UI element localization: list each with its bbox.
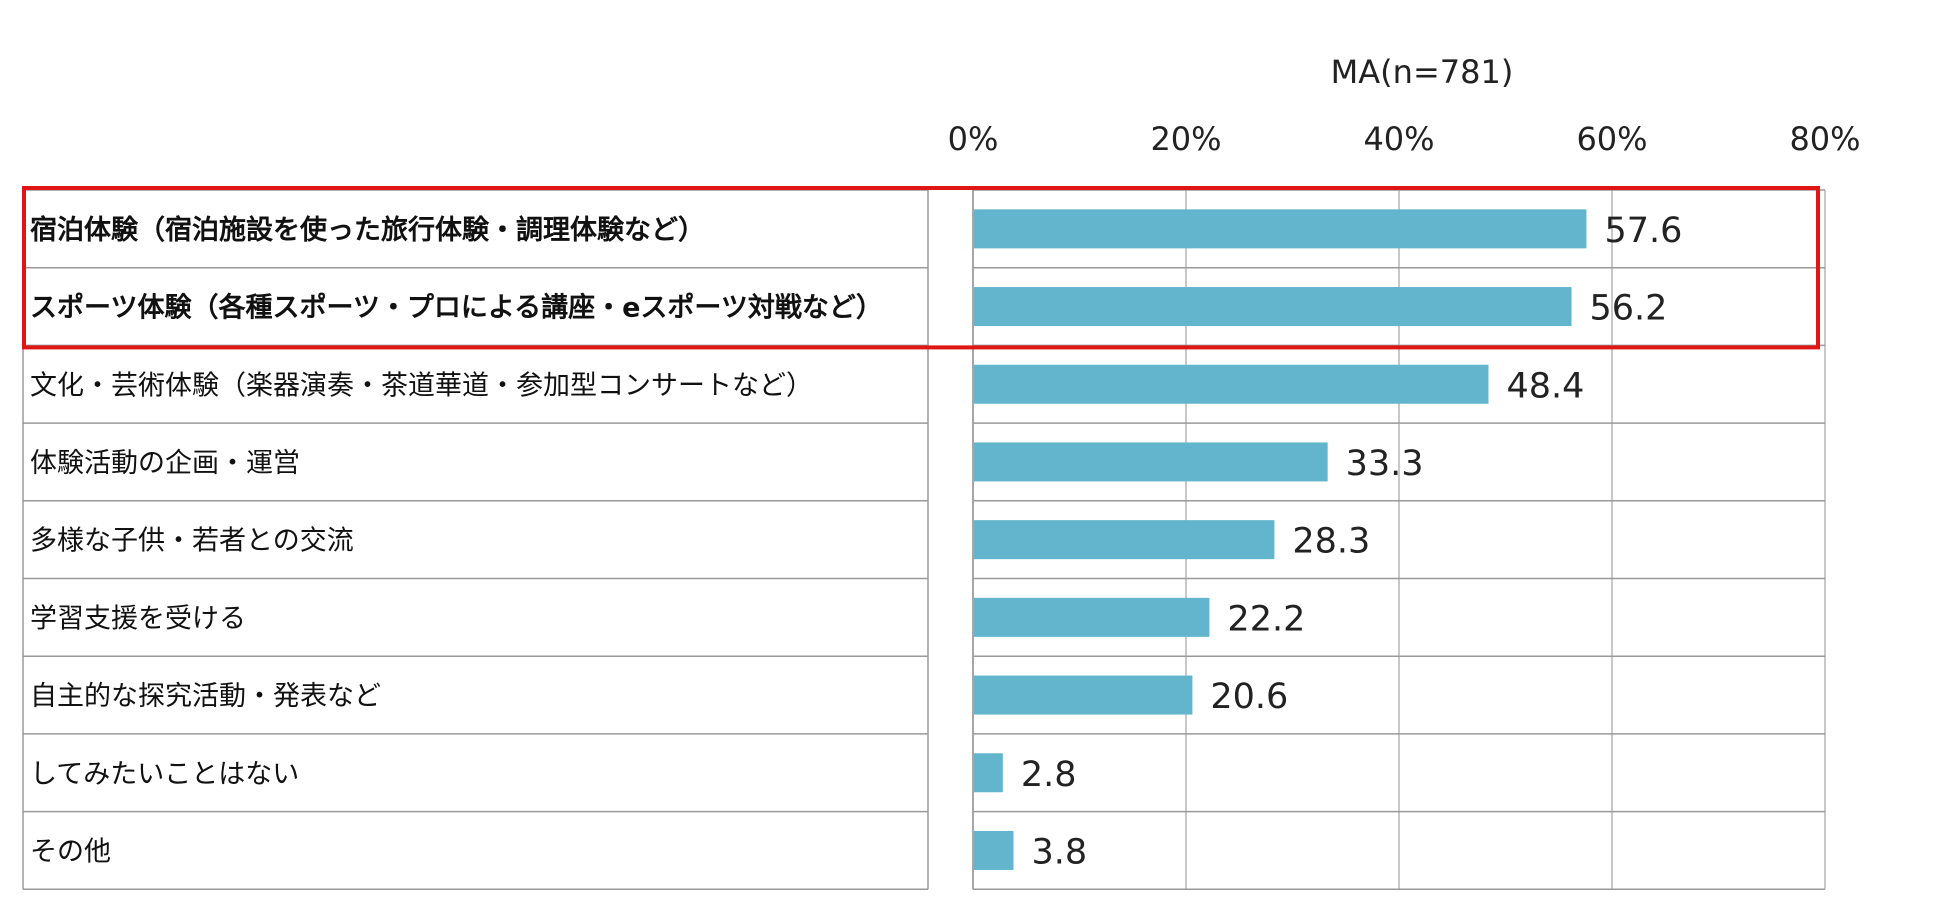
category-rows: 宿泊体験（宿泊施設を使った旅行体験・調理体験など） スポーツ体験（各種スポーツ・プ… [22,189,1825,891]
sample-note: MA(n=781) [1331,53,1514,91]
bars [974,209,1587,870]
value-label: 20.6 [1210,677,1288,717]
category-label: 文化・芸術体験（楽器演奏・茶道華道・参加型コンサートなど） [30,370,813,401]
x-tick-label: 20% [1150,120,1221,158]
x-tick-label: 60% [1576,120,1647,158]
bar [974,364,1489,404]
x-tick-label: 0% [948,120,999,158]
category-label: してみたいことはない [30,759,299,790]
category-label: 自主的な探究活動・発表など [30,681,381,712]
bar [974,209,1587,249]
x-tick-label: 80% [1789,120,1860,158]
bar [974,520,1275,560]
bar [974,597,1210,637]
category-label: 宿泊体験（宿泊施設を使った旅行体験・調理体験など） [30,214,705,246]
bar [974,675,1193,715]
value-label: 56.2 [1590,289,1668,329]
highlight-box [22,186,1820,350]
value-label: 48.4 [1506,366,1584,406]
value-label: 28.3 [1292,522,1370,562]
bar [974,753,1003,793]
category-label: 学習支援を受ける [30,603,246,634]
x-tick-labels: 0% 20% 40% 60% 80% [948,120,1861,158]
category-label: 多様な子供・若者との交流 [30,526,354,557]
value-label: 3.8 [1031,832,1087,872]
value-label: 57.6 [1604,211,1682,251]
category-label: 体験活動の企画・運営 [30,448,300,479]
value-labels: 57.6 56.248.4 33.3 28.3 22.2 20.6 2.8 3.8 [1021,211,1683,873]
bar [974,830,1014,870]
value-label: 2.8 [1021,755,1077,795]
x-tick-label: 40% [1363,120,1434,158]
category-label: スポーツ体験（各種スポーツ・プロによる講座・eスポーツ対戦など） [30,292,883,324]
bar [974,287,1572,327]
bar [974,442,1328,482]
category-label: その他 [30,836,111,867]
value-label: 33.3 [1346,444,1424,484]
value-label: 22.2 [1227,599,1305,639]
